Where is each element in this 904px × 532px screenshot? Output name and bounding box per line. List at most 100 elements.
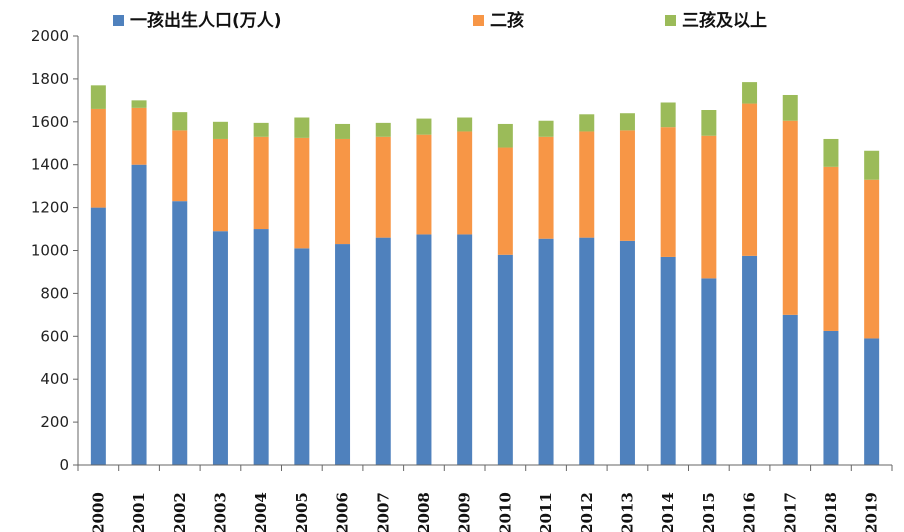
bar-segment-s1-2004 — [253, 136, 269, 230]
bar-segment-s2-2019 — [864, 150, 880, 180]
x-tick-label: 2006 — [334, 492, 352, 532]
bar-segment-s1-2017 — [782, 120, 798, 315]
bar-segment-s2-2004 — [253, 122, 269, 137]
bar-segment-s2-2012 — [579, 114, 595, 132]
x-tick-label: 2000 — [89, 492, 107, 532]
bar-segment-s2-2001 — [131, 100, 147, 108]
bar-segment-s1-2015 — [701, 135, 717, 279]
bar-segment-s0-2014 — [660, 256, 676, 465]
x-tick-label: 2009 — [456, 492, 474, 532]
x-tick-label: 2001 — [130, 492, 148, 532]
y-tick-label: 1400 — [31, 156, 69, 174]
bar-segment-s1-2014 — [660, 127, 676, 257]
y-tick-label: 1600 — [31, 113, 69, 131]
bar-segment-s1-2019 — [864, 179, 880, 339]
y-tick-label: 1800 — [31, 70, 69, 88]
bar-segment-s0-2002 — [172, 201, 188, 466]
bar-segment-s2-2006 — [335, 123, 351, 139]
y-tick-label: 2000 — [31, 27, 69, 45]
x-tick-label: 2011 — [537, 492, 555, 532]
y-tick-label: 1200 — [31, 199, 69, 217]
x-tick-label: 2014 — [659, 492, 677, 532]
x-tick-label: 2013 — [618, 492, 636, 532]
bar-segment-s2-2018 — [823, 138, 839, 167]
bar-segment-s0-2001 — [131, 164, 147, 465]
bar-segment-s0-2005 — [294, 248, 310, 465]
y-tick-label: 0 — [59, 456, 69, 474]
x-tick-label: 2016 — [741, 492, 759, 532]
x-tick-label: 2008 — [415, 492, 433, 532]
bar-segment-s2-2010 — [497, 123, 513, 148]
x-tick-label: 2003 — [211, 492, 229, 532]
bar-segment-s0-2009 — [457, 234, 473, 465]
legend-label: 一孩出生人口(万人) — [130, 10, 282, 31]
bar-segment-s1-2016 — [742, 103, 758, 256]
legend-label: 三孩及以上 — [682, 10, 767, 31]
bar-segment-s2-2007 — [375, 122, 391, 137]
bars — [90, 82, 880, 466]
bar-segment-s1-2003 — [212, 138, 228, 232]
bar-segment-s1-2011 — [538, 136, 554, 239]
bar-segment-s1-2001 — [131, 107, 147, 165]
bar-segment-s0-2012 — [579, 237, 595, 465]
bar-segment-s0-2016 — [742, 255, 758, 465]
bar-segment-s1-2002 — [172, 130, 188, 202]
x-tick-label: 2007 — [374, 492, 392, 532]
y-tick-label: 1000 — [31, 242, 69, 260]
legend-swatch — [665, 15, 676, 26]
bar-segment-s1-2013 — [619, 130, 635, 241]
legend-swatch — [113, 15, 124, 26]
bar-segment-s1-2007 — [375, 136, 391, 238]
bar-segment-s0-2003 — [212, 231, 228, 465]
bar-segment-s0-2015 — [701, 278, 717, 465]
x-tick-label: 2002 — [171, 492, 189, 532]
bar-segment-s2-2017 — [782, 94, 798, 121]
bar-segment-s0-2018 — [823, 330, 839, 465]
y-tick-label: 600 — [40, 327, 69, 345]
x-axis: 2000 2001 2002 2003 2004 2005 2006 2007 2008 2009… — [77, 464, 893, 532]
bar-segment-s2-2000 — [90, 85, 106, 109]
bar-segment-s2-2016 — [742, 82, 758, 104]
bar-segment-s0-2019 — [864, 338, 880, 465]
bar-segment-s0-2004 — [253, 229, 269, 465]
bar-segment-s0-2011 — [538, 238, 554, 465]
bar-segment-s2-2009 — [457, 117, 473, 132]
bar-segment-s1-2010 — [497, 147, 513, 255]
bar-segment-s1-2009 — [457, 131, 473, 235]
bar-segment-s2-2008 — [416, 118, 432, 135]
bar-segment-s0-2000 — [90, 207, 106, 465]
bar-segment-s2-2014 — [660, 102, 676, 128]
bar-segment-s2-2011 — [538, 120, 554, 137]
bar-segment-s2-2003 — [212, 121, 228, 139]
bar-segment-s0-2008 — [416, 234, 432, 465]
legend-label: 二孩 — [490, 10, 524, 31]
x-tick-label: 2015 — [700, 492, 718, 532]
bar-segment-s1-2006 — [335, 138, 351, 245]
bar-segment-s0-2007 — [375, 237, 391, 465]
bar-segment-s0-2017 — [782, 314, 798, 465]
bar-segment-s2-2005 — [294, 117, 310, 138]
legend-swatch — [473, 15, 484, 26]
y-axis: 0 200 400 600 800 1000 1200 1400 1600 1800 2000 — [31, 27, 79, 474]
bar-segment-s1-2000 — [90, 108, 106, 208]
bar-segment-s1-2018 — [823, 166, 839, 331]
x-tick-label: 2012 — [578, 492, 596, 532]
x-tick-label: 2018 — [822, 492, 840, 532]
bar-segment-s2-2002 — [172, 112, 188, 131]
y-tick-label: 200 — [40, 413, 69, 431]
y-tick-label: 800 — [40, 284, 69, 302]
x-tick-label: 2004 — [252, 492, 270, 532]
y-tick-label: 400 — [40, 370, 69, 388]
x-tick-label: 2010 — [496, 492, 514, 532]
bar-segment-s0-2006 — [335, 244, 351, 465]
bar-segment-s2-2015 — [701, 110, 717, 136]
bar-segment-s0-2013 — [619, 240, 635, 465]
bar-segment-s1-2005 — [294, 137, 310, 249]
bar-segment-s0-2010 — [497, 254, 513, 465]
bar-segment-s2-2013 — [619, 113, 635, 131]
bar-segment-s1-2012 — [579, 131, 595, 238]
x-tick-label: 2005 — [293, 492, 311, 532]
x-tick-label: 2019 — [863, 492, 881, 532]
bar-segment-s1-2008 — [416, 134, 432, 235]
